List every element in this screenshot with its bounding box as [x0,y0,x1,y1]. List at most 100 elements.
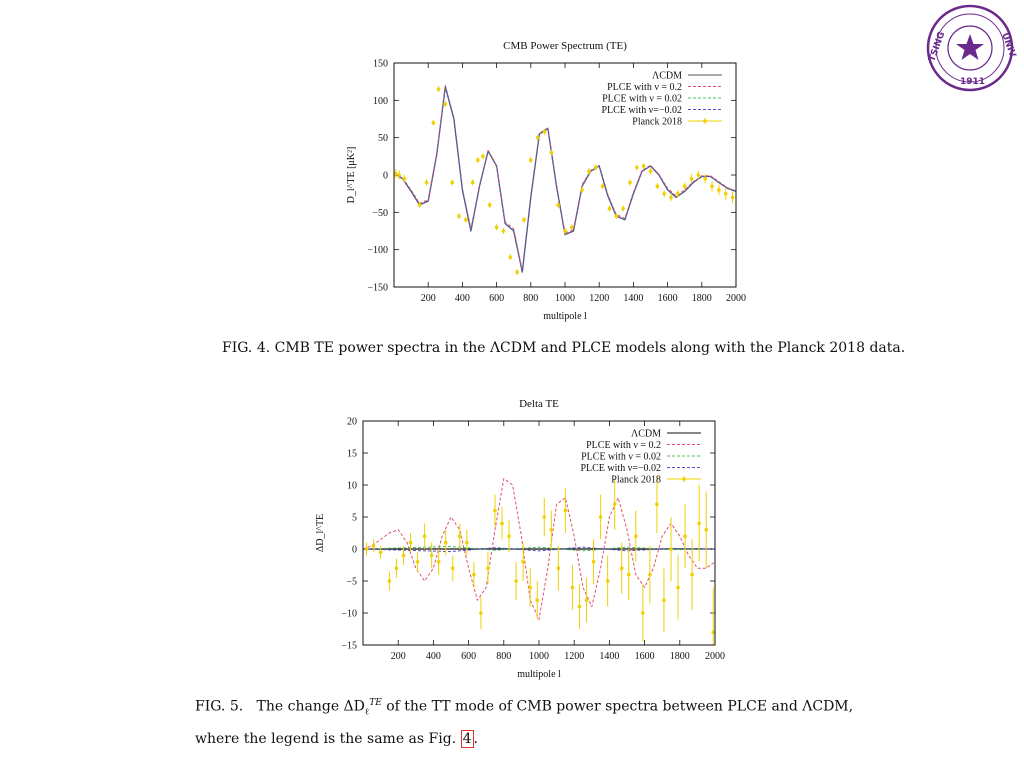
fig5-caption-line1: FIG. 5. The change ΔDℓTE of the TT mode … [195,698,853,717]
x-tick-label: 1000 [555,293,575,304]
data-point [387,579,392,583]
x-axis-label: multipole l [543,311,587,322]
data-point [655,502,659,507]
data-point [690,572,694,577]
chart-title: CMB Power Spectrum (TE) [503,40,627,52]
data-point [475,158,480,162]
data-point [371,544,376,548]
data-point [669,547,673,551]
data-point [619,566,624,570]
data-point [429,553,434,558]
y-tick-label: 150 [373,59,388,70]
series-line [363,545,715,552]
data-point [443,540,448,545]
fig5-sup: TE [369,698,382,708]
series-line [394,86,736,273]
y-tick-label: −15 [341,641,357,652]
fig5-sub: ℓ [364,707,370,718]
y-tick-label: 100 [373,96,388,107]
y-tick-label: 50 [378,133,388,144]
data-point [662,191,666,196]
seal-year: 1911 [960,77,985,87]
x-tick-label: 1600 [658,293,678,304]
fig5-body-a: The change ΔD [256,698,365,715]
fig5-caption-line2: where the legend is the same as Fig. 4. [195,730,478,748]
y-axis-label: D_l^TE [μK²] [346,147,357,204]
data-point [394,171,398,176]
data-point [612,502,617,507]
legend-label: Planck 2018 [611,475,661,486]
data-point [676,585,680,590]
data-point [648,572,652,577]
data-point [587,169,591,174]
data-point [570,585,575,590]
y-tick-label: −10 [341,609,357,620]
data-point [696,173,701,177]
x-tick-label: 1200 [564,651,584,662]
data-point [563,508,568,513]
x-tick-label: 1000 [529,651,549,662]
data-point [682,184,687,188]
x-tick-label: 1400 [599,651,619,662]
data-point [577,604,582,609]
x-tick-label: 1600 [635,651,655,662]
legend-label: PLCE with ν = 0.2 [586,440,661,451]
data-point [711,630,715,634]
series-line [363,478,715,620]
data-point [436,560,441,564]
data-point [408,540,413,545]
plot-frame [362,420,716,646]
x-tick-label: 1400 [623,293,643,304]
data-point [364,547,369,551]
data-point [470,180,475,185]
data-point [424,180,429,185]
data-point [598,515,603,519]
legend-label: PLCE with ν = 0.2 [607,82,682,93]
data-point [621,206,625,211]
data-point [723,191,728,196]
data-point [689,176,694,181]
x-tick-label: 400 [426,651,441,662]
data-point [402,176,407,181]
series-line [363,546,715,553]
y-tick-label: −150 [367,283,388,294]
y-tick-label: 0 [352,545,357,556]
plot-frame [393,62,737,288]
y-tick-label: −5 [346,577,357,588]
data-point [500,521,504,526]
series-line [394,86,736,273]
data-point [394,566,399,570]
data-point [493,508,497,513]
data-point [580,188,584,192]
x-tick-label: 600 [461,651,476,662]
x-axis-label: multipole l [517,669,561,680]
data-point [607,206,612,211]
data-point [401,553,406,558]
fig5-label: FIG. 5. [195,698,244,715]
data-point [648,169,653,174]
y-tick-label: 15 [347,449,357,460]
data-point [563,229,567,233]
data-point [487,203,492,207]
data-point [501,229,506,233]
plot-area [363,475,715,645]
y-axis-label: ΔD_l^TE [315,514,326,552]
data-point [450,180,454,185]
legend-swatch-point [703,119,707,123]
data-point [522,218,526,222]
data-point [514,579,518,583]
x-tick-label: 1800 [692,293,712,304]
data-point [443,102,448,106]
series-line [394,84,736,272]
x-tick-label: 200 [391,651,406,662]
legend-label: PLCE with ν=−0.02 [580,463,661,474]
data-point [529,158,533,162]
fig4-reference-link[interactable]: 4 [460,730,474,748]
data-point [683,534,687,538]
data-point [465,540,469,545]
data-point [464,218,468,222]
legend-label: ΛCDM [631,429,661,440]
y-tick-label: 0 [383,171,388,182]
data-point [703,176,708,181]
data-point [508,255,513,259]
